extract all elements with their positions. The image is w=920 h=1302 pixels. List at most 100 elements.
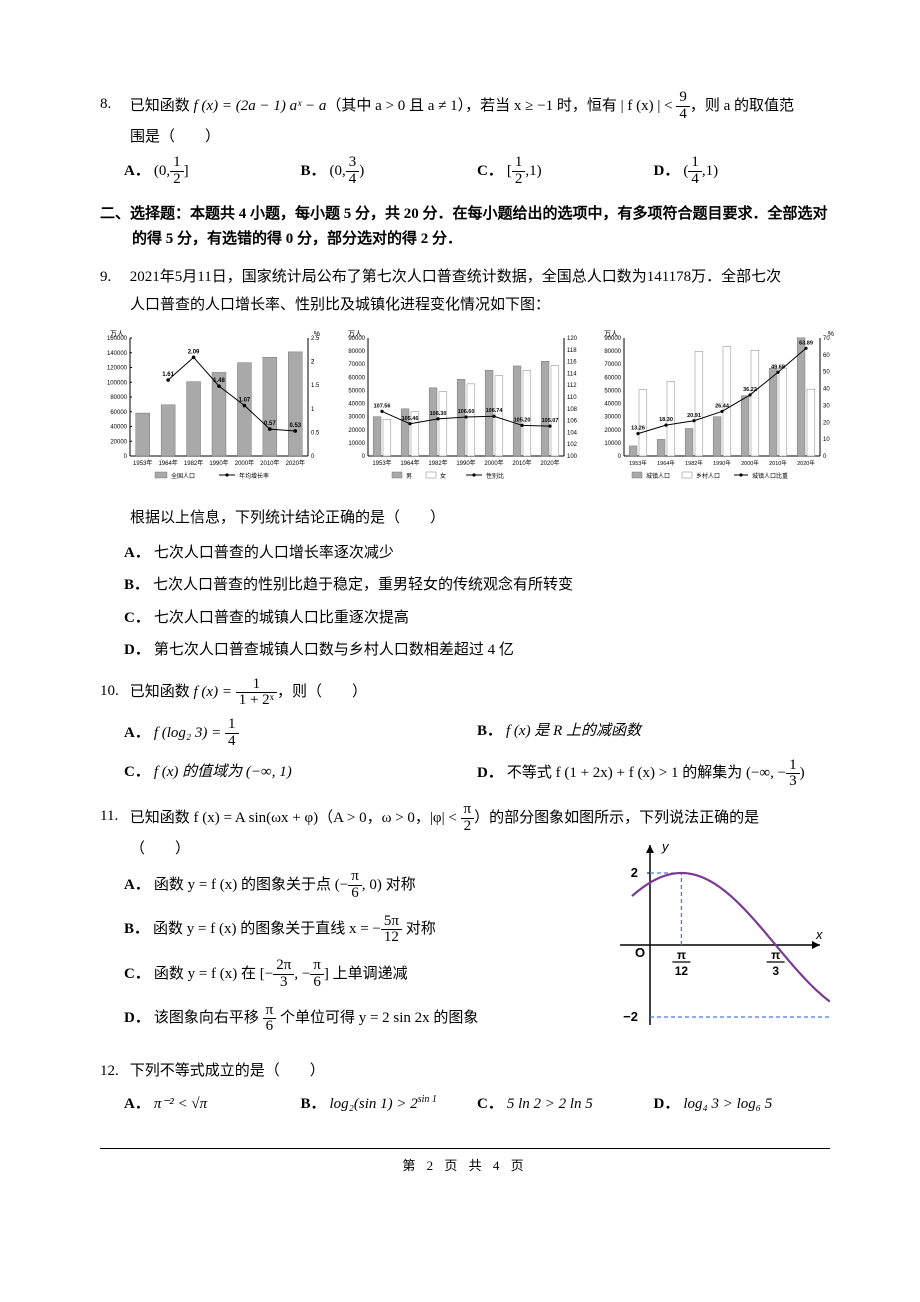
q11-opt-A: A．函数 y = f (x) 的图象关于点 (−π6, 0) 对称	[124, 869, 610, 902]
svg-text:−2: −2	[623, 1009, 638, 1024]
q12-opt-B: B．log₂(sin 1) > 2sin 1	[301, 1090, 478, 1119]
q12-number: 12.	[100, 1057, 126, 1086]
svg-text:2000年: 2000年	[741, 459, 759, 467]
svg-text:40000: 40000	[348, 401, 365, 407]
svg-text:1: 1	[311, 406, 315, 412]
svg-text:1953年: 1953年	[629, 459, 647, 467]
svg-text:2010年: 2010年	[769, 459, 787, 467]
svg-text:60000: 60000	[348, 375, 365, 381]
svg-text:2: 2	[311, 359, 315, 365]
q9-number: 9.	[100, 263, 126, 292]
svg-text:26.44: 26.44	[715, 403, 730, 409]
question-12: 12. 下列不等式成立的是（ ） A．π⁻² < √π B．log₂(sin 1…	[100, 1057, 830, 1118]
svg-text:0.5: 0.5	[311, 430, 320, 436]
q9-line1: 2021年5月11日，国家统计局公布了第七次人口普查统计数据，全国总人口数为14…	[130, 269, 781, 285]
svg-text:13.26: 13.26	[631, 425, 645, 431]
q8-stem: 已知函数 f (x) = (2a − 1) aˣ − a（其中 a > 0 且 …	[130, 98, 794, 114]
svg-text:y: y	[661, 839, 670, 854]
svg-text:2020年: 2020年	[540, 459, 559, 467]
svg-text:20000: 20000	[348, 427, 365, 433]
svg-text:105.46: 105.46	[402, 415, 419, 421]
q11-graph: yxO2−2π12π3	[610, 835, 830, 1046]
q12-opt-A: A．π⁻² < √π	[124, 1090, 301, 1119]
svg-text:10000: 10000	[348, 440, 365, 446]
svg-text:114: 114	[567, 371, 577, 377]
svg-text:0: 0	[362, 454, 366, 460]
q12-stem: 下列不等式成立的是（ ）	[130, 1063, 325, 1079]
svg-text:118: 118	[567, 347, 577, 353]
q10-opt-A: A．f (log₂ 3) = 14	[124, 717, 477, 750]
svg-text:90000: 90000	[604, 336, 621, 342]
svg-text:63.89: 63.89	[799, 340, 813, 346]
q9-options: A．七次人口普查的人口增长率逐次减少 B．七次人口普查的性别比趋于稳定，重男轻女…	[124, 539, 830, 665]
svg-text:2000年: 2000年	[235, 459, 254, 467]
svg-text:80000: 80000	[348, 349, 365, 355]
q9-chart-3: 万人%0100002000030000400005000060000700008…	[594, 326, 842, 497]
svg-text:1964年: 1964年	[158, 459, 177, 467]
svg-text:20000: 20000	[110, 439, 127, 445]
svg-text:0.53: 0.53	[289, 422, 301, 428]
q9-chart-1: 万人%0200004000060000800001000001200001400…	[100, 326, 330, 497]
svg-text:1982年: 1982年	[428, 459, 447, 467]
q10-opt-C: C．f (x) 的值域为 (−∞, 1)	[124, 758, 477, 791]
svg-text:30000: 30000	[604, 414, 621, 420]
svg-text:100: 100	[567, 454, 578, 460]
q8-frac: 94	[676, 90, 690, 123]
svg-text:50: 50	[823, 369, 830, 375]
svg-text:90000: 90000	[348, 336, 365, 342]
svg-text:20.91: 20.91	[687, 412, 701, 418]
svg-text:10: 10	[823, 437, 830, 443]
svg-text:男: 男	[406, 473, 412, 480]
svg-text:1982年: 1982年	[184, 459, 203, 467]
svg-text:49.68: 49.68	[771, 364, 785, 370]
svg-text:2: 2	[631, 865, 638, 880]
svg-text:30000: 30000	[348, 414, 365, 420]
svg-text:2020年: 2020年	[286, 459, 305, 467]
svg-text:108: 108	[567, 406, 578, 412]
svg-text:106.30: 106.30	[430, 410, 447, 416]
q11-stem: 已知函数 f (x) = A sin(ωx + φ)（A > 0，ω > 0，|…	[130, 810, 759, 826]
q11-number: 11.	[100, 802, 126, 831]
q8-line2: 围是（ ）	[130, 123, 830, 152]
q11-opt-D: D．该图象向右平移 π6 个单位可得 y = 2 sin 2x 的图象	[124, 1003, 610, 1036]
svg-text:0: 0	[823, 454, 827, 460]
svg-text:20000: 20000	[604, 427, 621, 433]
q10-number: 10.	[100, 677, 126, 706]
q11-options: A．函数 y = f (x) 的图象关于点 (−π6, 0) 对称 B．函数 y…	[124, 869, 610, 1035]
svg-text:π: π	[677, 948, 686, 962]
q9-after: 根据以上信息，下列统计结论正确的是（ ）	[130, 504, 830, 533]
q9-opt-A: A．七次人口普查的人口增长率逐次减少	[124, 539, 830, 568]
svg-text:107.56: 107.56	[374, 403, 391, 409]
svg-text:112: 112	[567, 383, 577, 389]
svg-text:0: 0	[618, 454, 622, 460]
svg-text:70000: 70000	[604, 362, 621, 368]
svg-text:40: 40	[823, 386, 830, 392]
q9-opt-D: D．第七次人口普查城镇人口数与乡村人口数相差超过 4 亿	[124, 636, 830, 665]
q9-opt-B: B．七次人口普查的性别比趋于稳定，重男轻女的传统观念有所转变	[124, 571, 830, 600]
svg-text:1982年: 1982年	[685, 459, 703, 467]
svg-text:106.60: 106.60	[458, 409, 475, 415]
svg-text:2010年: 2010年	[260, 459, 279, 467]
svg-text:106: 106	[567, 418, 578, 424]
svg-text:1.61: 1.61	[162, 372, 174, 378]
svg-text:1953年: 1953年	[372, 459, 391, 467]
svg-text:0.57: 0.57	[264, 421, 276, 427]
svg-text:20: 20	[823, 420, 830, 426]
q12-opt-D: D．log₄ 3 > log₆ 5	[654, 1090, 831, 1119]
svg-text:50000: 50000	[604, 388, 621, 394]
svg-text:城镇人口: 城镇人口	[646, 472, 670, 480]
q9-opt-C: C．七次人口普查的城镇人口比重逐次提高	[124, 604, 830, 633]
svg-text:120000: 120000	[107, 365, 128, 371]
q8-opt-D: D．(14,1)	[654, 155, 831, 188]
q8-number: 8.	[100, 90, 126, 119]
q11-opt-B: B．函数 y = f (x) 的图象关于直线 x = −5π12 对称	[124, 914, 610, 947]
q9-line2: 人口普查的人口增长率、性别比及城镇化进程变化情况如下图：	[130, 291, 830, 320]
svg-text:城镇人口比重: 城镇人口比重	[752, 472, 788, 480]
svg-text:60000: 60000	[604, 375, 621, 381]
svg-text:80000: 80000	[604, 349, 621, 355]
question-10: 10. 已知函数 f (x) = 11 + 2ˣ，则（ ） A．f (log₂ …	[100, 677, 830, 791]
svg-text:1964年: 1964年	[400, 459, 419, 467]
q8-opt-A: A．(0,12]	[124, 155, 301, 188]
svg-text:140000: 140000	[107, 350, 128, 356]
svg-text:全国人口: 全国人口	[171, 472, 195, 480]
